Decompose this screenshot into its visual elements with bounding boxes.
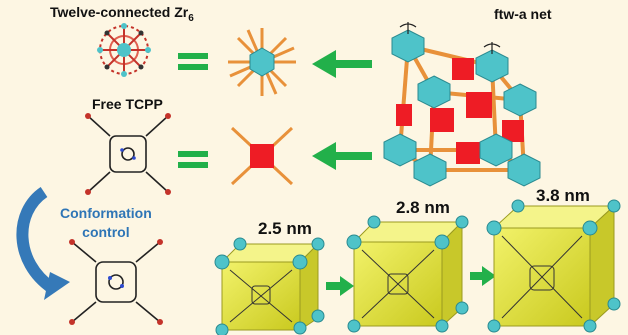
zr6-cluster-structure [97,23,151,77]
conformation-line-1: Conformation [60,205,152,221]
conformation-control-label: Conformation control [60,204,152,242]
cage-2-8nm [346,215,469,333]
free-tcpp-molecule [85,113,171,195]
cage-2-5nm [214,237,325,335]
conformation-line-2: control [82,224,130,240]
zr6-label-text: Twelve-connected Zr [50,4,189,20]
equals-sign-bottom [178,151,208,168]
ftw-a-net-structure [383,22,541,187]
size-label-2-5nm: 2.5 nm [258,219,312,238]
zr6-cluster-label: Twelve-connected Zr6 [50,4,194,24]
green-arrow-top [312,50,372,78]
size-label-2-8nm: 2.8 nm [396,198,450,217]
green-arrow-middle [312,142,372,170]
zr6-label-subscript: 6 [188,12,194,24]
node-12-connected [228,28,296,96]
green-arrow-size-1 [326,276,354,296]
free-tcpp-label: Free TCPP [92,96,163,112]
node-4-connected [230,126,294,186]
size-label-3-8nm: 3.8 nm [536,186,590,205]
ftw-net-label: ftw-a net [494,6,552,22]
controlled-tcpp-molecule [69,239,163,325]
cage-3-8nm [486,199,621,333]
green-arrow-size-2 [470,266,496,286]
equals-sign-top [178,53,208,70]
conformation-arrow [16,187,70,300]
